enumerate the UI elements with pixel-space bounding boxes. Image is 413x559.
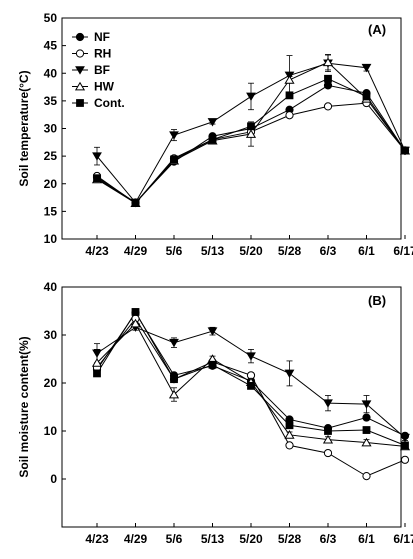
chart1-point-cont — [401, 146, 409, 155]
chart1-x-tick-label: 6/3 — [320, 244, 337, 258]
chart1-y-tick-label: 35 — [44, 94, 58, 108]
chart1-plot-frame — [61, 17, 402, 240]
chart1-y-tick-label: 45 — [44, 39, 58, 53]
chart2-plot-frame — [61, 286, 402, 528]
chart1-point-bf — [169, 131, 179, 140]
chart1-point-hw — [284, 75, 295, 84]
chart2-point-hw — [361, 437, 372, 447]
chart2-y-tick-label: 20 — [44, 376, 58, 390]
chart1-y-tick-label: 25 — [44, 149, 58, 163]
chart2-panel-label: (B) — [368, 293, 386, 308]
chart1-point-cont — [247, 122, 255, 131]
chart2-point-cont — [362, 426, 371, 434]
chart1-x-tick-label: 5/6 — [166, 244, 183, 258]
chart1-panel-label: (A) — [368, 22, 386, 37]
chart2-point-bf — [207, 327, 218, 336]
chart1-point-cont — [324, 74, 332, 83]
chart2-x-tick-label: 5/13 — [201, 532, 225, 546]
chart1-y-tick-label: 15 — [44, 204, 58, 218]
chart2-point-cont — [131, 308, 140, 316]
chart1-legend-marker-rh — [75, 49, 85, 58]
chart2-point-cont — [170, 375, 178, 384]
chart2-point-cont — [208, 360, 217, 369]
chart2-y-tick-label: 40 — [44, 280, 58, 294]
chart1-legend-label-hw: HW — [94, 80, 115, 94]
chart2-point-rh — [362, 472, 371, 481]
chart1-legend-label-cont: Cont. — [94, 96, 125, 110]
chart1-legend-marker-bf — [75, 66, 85, 75]
chart2-point-hw — [284, 430, 295, 439]
chart2-point-rh — [400, 455, 410, 464]
chart1-point-bf — [92, 152, 102, 161]
chart2-point-cont — [401, 441, 409, 450]
chart1-point-cont — [285, 91, 294, 100]
chart2-x-tick-label: 4/23 — [85, 532, 109, 546]
chart2-point-rh — [323, 448, 333, 458]
chart1-point-bf — [246, 92, 256, 102]
chart2-point-hw — [322, 434, 334, 444]
chart2-series-line-rh — [96, 317, 406, 477]
chart1-y-tick-label: 50 — [44, 11, 58, 25]
chart1-x-tick-label: 6/1 — [358, 244, 375, 258]
chart1-legend-label-bf: BF — [94, 63, 110, 77]
chart1-x-tick-label: 5/20 — [239, 244, 263, 258]
chart2-x-tick-label: 6/3 — [320, 532, 337, 546]
chart1-legend-label-rh: RH — [94, 47, 111, 61]
chart1-point-rh — [285, 111, 294, 120]
chart1-point-cont — [362, 92, 371, 101]
chart2-point-hw — [130, 318, 141, 328]
chart1-x-tick-label: 5/28 — [278, 244, 302, 258]
chart1-y-axis-label: Soil temperature(°C) — [17, 70, 31, 186]
chart1-y-tick-label: 10 — [44, 232, 58, 246]
chart1-point-bf — [361, 63, 372, 73]
chart1-point-rh — [323, 102, 333, 111]
chart2-x-tick-label: 4/29 — [124, 532, 148, 546]
chart2-y-tick-label: 30 — [44, 328, 58, 342]
chart1-x-tick-label: 4/29 — [124, 244, 148, 258]
chart2-point-cont — [285, 421, 294, 430]
chart1-legend-marker-hw — [74, 81, 86, 91]
chart1-point-cont — [93, 174, 101, 183]
chart2-point-bf — [284, 369, 295, 378]
chart2-y-axis-label: Soil moisture content(%) — [17, 336, 31, 477]
chart2-point-cont — [93, 369, 101, 378]
chart1-point-hw — [245, 129, 257, 138]
chart2-x-tick-label: 5/28 — [278, 532, 302, 546]
chart2-x-tick-label: 6/17 — [393, 532, 413, 546]
chart2-point-bf — [92, 349, 102, 358]
chart1-y-tick-label: 20 — [44, 177, 58, 191]
chart2-x-tick-label: 5/6 — [166, 532, 183, 546]
chart2-y-tick-label: 10 — [44, 424, 58, 438]
chart1-x-tick-label: 4/23 — [85, 244, 109, 258]
chart2-x-tick-label: 5/20 — [239, 532, 263, 546]
chart2-point-bf — [169, 338, 179, 348]
chart2-point-hw — [168, 389, 180, 399]
chart1-point-nf — [323, 81, 333, 90]
chart1-legend-marker-cont — [76, 99, 84, 107]
chart2-point-rh — [285, 441, 294, 450]
chart1-legend-label-nf: NF — [94, 30, 110, 44]
chart1-y-tick-label: 30 — [44, 122, 58, 136]
chart2-point-bf — [361, 400, 372, 409]
chart1-point-cont — [170, 155, 178, 164]
chart1-point-cont — [208, 135, 217, 144]
chart2-point-bf — [246, 352, 256, 361]
chart2-point-nf — [362, 413, 371, 422]
chart2-point-bf — [323, 399, 333, 408]
chart1-point-cont — [131, 199, 140, 207]
chart2-point-cont — [247, 381, 255, 390]
chart1-point-hw — [322, 57, 334, 67]
chart2-point-hw — [91, 358, 103, 367]
chart2-point-bf — [400, 433, 410, 443]
chart2-x-tick-label: 6/1 — [358, 532, 375, 546]
chart1-y-tick-label: 40 — [44, 66, 58, 80]
chart1-x-tick-label: 5/13 — [201, 244, 225, 258]
chart2-point-cont — [324, 427, 332, 435]
chart1-x-tick-label: 6/17 — [393, 244, 413, 258]
chart1-legend-marker-nf — [75, 32, 85, 42]
chart1-point-bf — [207, 118, 218, 127]
chart2-y-tick-label: 0 — [50, 472, 57, 486]
